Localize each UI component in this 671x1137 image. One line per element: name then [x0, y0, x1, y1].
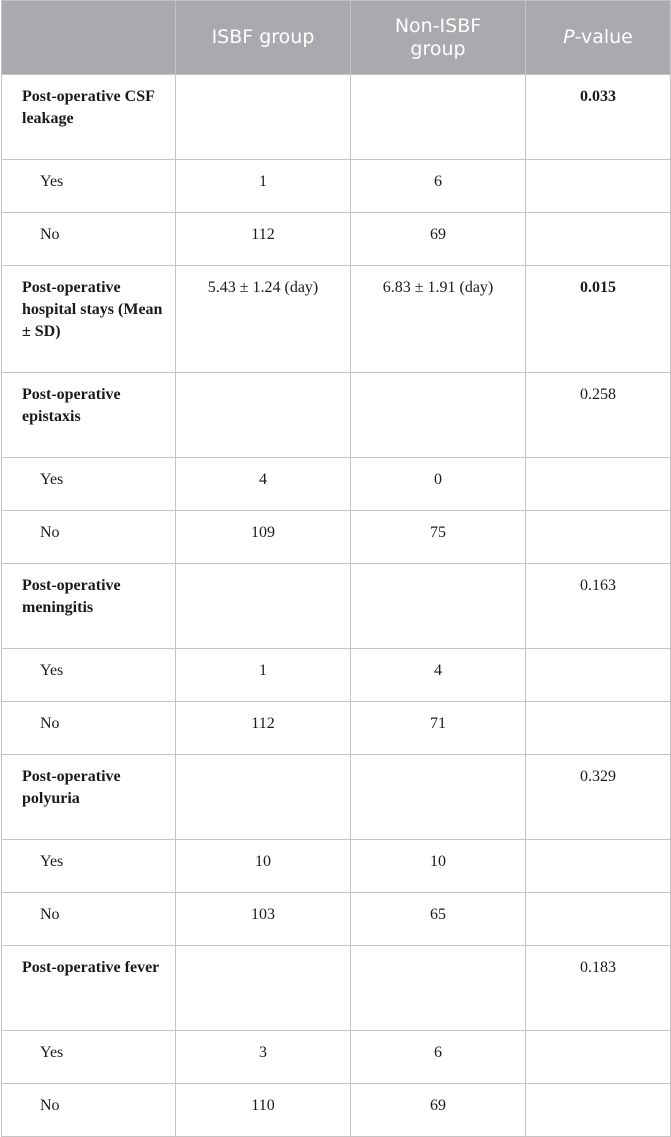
header-non-isbf-line1: Non-ISBF: [394, 14, 482, 37]
isbf-value: 112: [175, 701, 351, 755]
isbf-value: 4: [175, 457, 351, 511]
non-isbf-value: [350, 945, 526, 1031]
non-isbf-value: 75: [350, 510, 526, 564]
header-non-isbf-line2: group: [410, 37, 466, 60]
table-row: Yes 10 10: [1, 839, 671, 893]
non-isbf-value: [350, 74, 526, 160]
row-label: Post-operative epistaxis: [1, 372, 176, 458]
isbf-value: 109: [175, 510, 351, 564]
isbf-value: 112: [175, 212, 351, 266]
p-value: 0.258: [525, 372, 671, 458]
p-value: 0.033: [525, 74, 671, 160]
non-isbf-value: [350, 563, 526, 649]
non-isbf-value: 6: [350, 1030, 526, 1084]
p-value: [525, 648, 671, 702]
table-row: Post-operative hospital stays (Mean ± SD…: [1, 265, 671, 373]
row-label: No: [1, 510, 176, 564]
p-value: 0.163: [525, 563, 671, 649]
table-row: Post-operative CSF leakage 0.033: [1, 74, 671, 160]
non-isbf-value: 6: [350, 159, 526, 213]
row-label: Yes: [1, 839, 176, 893]
isbf-value: [175, 74, 351, 160]
row-label: No: [1, 212, 176, 266]
table-row: Post-operative meningitis 0.163: [1, 563, 671, 649]
p-value: [525, 1030, 671, 1084]
row-label: No: [1, 892, 176, 946]
table-row: No 110 69: [1, 1083, 671, 1137]
row-label: Post-operative fever: [1, 945, 176, 1031]
row-label: Yes: [1, 159, 176, 213]
table-row: No 103 65: [1, 892, 671, 946]
table-row: No 109 75: [1, 510, 671, 564]
p-value: 0.329: [525, 754, 671, 840]
non-isbf-value: 71: [350, 701, 526, 755]
header-non-isbf-group: Non-ISBF group: [350, 0, 526, 75]
header-isbf-label: ISBF group: [211, 26, 315, 48]
non-isbf-value: [350, 754, 526, 840]
non-isbf-value: [350, 372, 526, 458]
table-row: Post-operative epistaxis 0.258: [1, 372, 671, 458]
p-value: [525, 159, 671, 213]
row-label: Post-operative CSF leakage: [1, 74, 176, 160]
table-body: Post-operative CSF leakage 0.033 Yes 1 6…: [1, 74, 671, 1137]
header-p-value: P-value: [525, 0, 671, 75]
row-label: Yes: [1, 1030, 176, 1084]
p-value: [525, 701, 671, 755]
table-row: Yes 4 0: [1, 457, 671, 511]
table-header: ISBF group Non-ISBF group P-value: [1, 0, 671, 75]
p-value: [525, 892, 671, 946]
table-row: Post-operative polyuria 0.329: [1, 754, 671, 840]
table-row: Yes 3 6: [1, 1030, 671, 1084]
p-value: [525, 212, 671, 266]
table-row: Post-operative fever 0.183: [1, 945, 671, 1031]
non-isbf-value: 0: [350, 457, 526, 511]
non-isbf-value: 4: [350, 648, 526, 702]
isbf-value: 5.43 ± 1.24 (day): [175, 265, 351, 373]
p-value: 0.183: [525, 945, 671, 1031]
isbf-value: 10: [175, 839, 351, 893]
header-p-rest: -value: [574, 26, 633, 48]
isbf-value: [175, 754, 351, 840]
header-empty-cell: [1, 0, 176, 75]
header-p-italic: P: [563, 26, 575, 48]
header-isbf-group: ISBF group: [175, 0, 351, 75]
p-value: [525, 1083, 671, 1137]
isbf-value: [175, 945, 351, 1031]
table-row: No 112 71: [1, 701, 671, 755]
isbf-value: [175, 563, 351, 649]
isbf-value: 3: [175, 1030, 351, 1084]
isbf-value: 1: [175, 648, 351, 702]
isbf-value: 103: [175, 892, 351, 946]
row-label: Post-operative hospital stays (Mean ± SD…: [1, 265, 176, 373]
row-label: No: [1, 701, 176, 755]
table-row: Yes 1 6: [1, 159, 671, 213]
non-isbf-value: 10: [350, 839, 526, 893]
row-label: Yes: [1, 457, 176, 511]
non-isbf-value: 65: [350, 892, 526, 946]
table-row: No 112 69: [1, 212, 671, 266]
row-label: Yes: [1, 648, 176, 702]
isbf-value: 1: [175, 159, 351, 213]
isbf-value: [175, 372, 351, 458]
p-value: [525, 457, 671, 511]
header-row: ISBF group Non-ISBF group P-value: [1, 0, 671, 75]
non-isbf-value: 69: [350, 212, 526, 266]
non-isbf-value: 6.83 ± 1.91 (day): [350, 265, 526, 373]
row-label: Post-operative polyuria: [1, 754, 176, 840]
isbf-value: 110: [175, 1083, 351, 1137]
table-row: Yes 1 4: [1, 648, 671, 702]
non-isbf-value: 69: [350, 1083, 526, 1137]
row-label: Post-operative meningitis: [1, 563, 176, 649]
row-label: No: [1, 1083, 176, 1137]
p-value: [525, 510, 671, 564]
p-value: [525, 839, 671, 893]
p-value: 0.015: [525, 265, 671, 373]
